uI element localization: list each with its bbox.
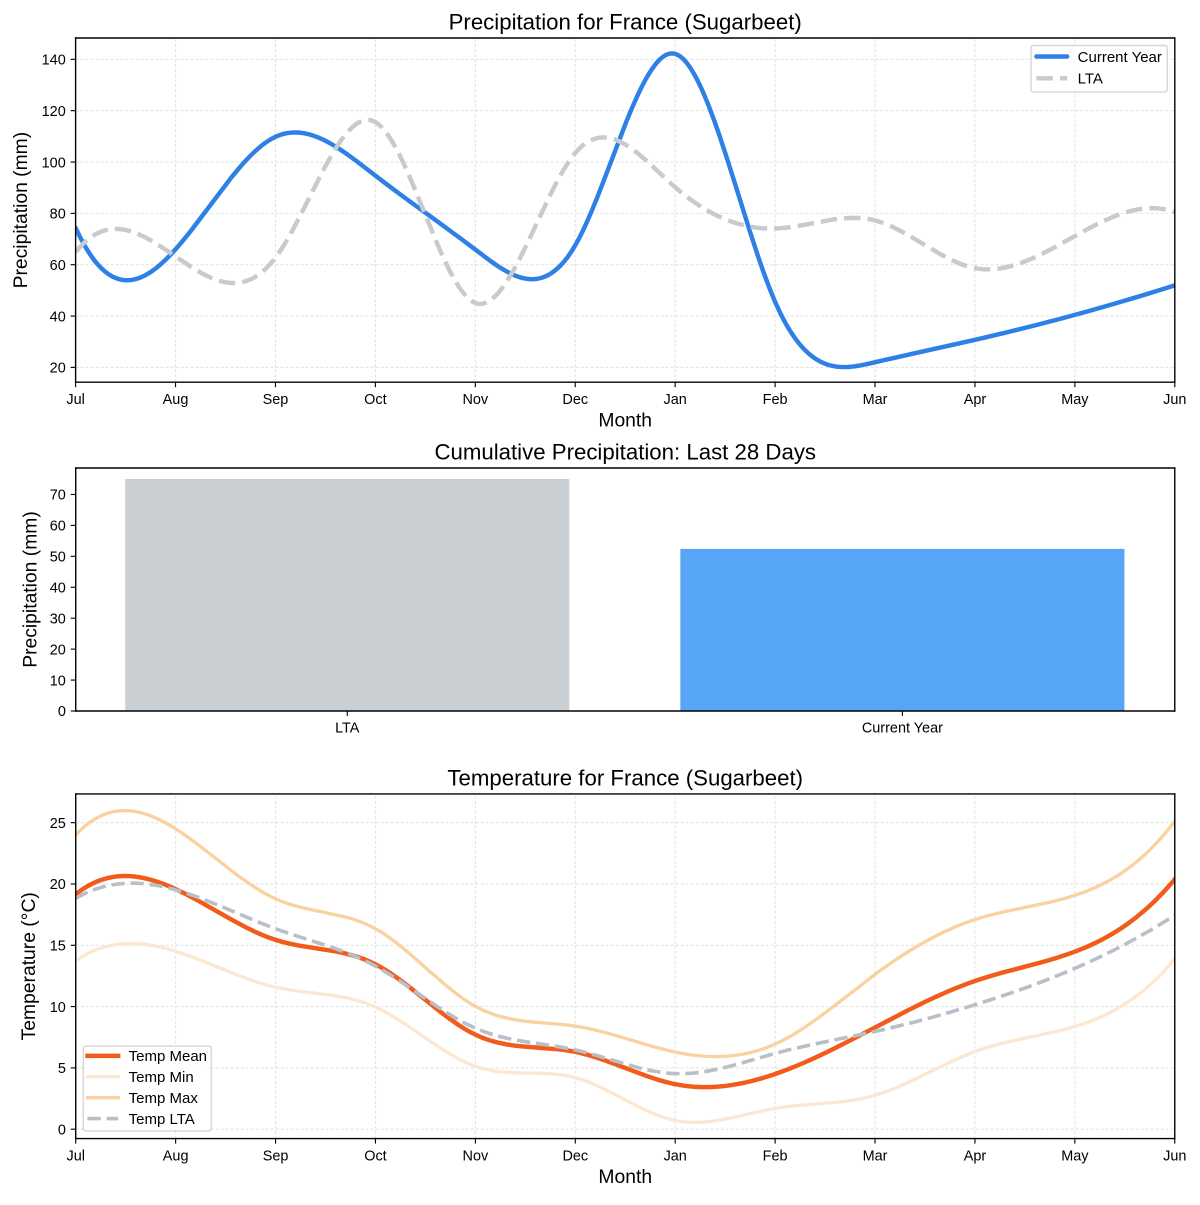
svg-text:Oct: Oct [364, 392, 386, 408]
svg-text:40: 40 [50, 581, 66, 597]
svg-text:Oct: Oct [364, 1148, 386, 1164]
svg-text:20: 20 [50, 877, 66, 893]
svg-text:0: 0 [58, 704, 66, 720]
svg-text:Jul: Jul [66, 392, 84, 408]
svg-text:Mar: Mar [863, 1148, 888, 1164]
svg-text:120: 120 [42, 104, 66, 120]
svg-text:May: May [1061, 392, 1089, 408]
svg-text:Temp Max: Temp Max [129, 1090, 199, 1107]
svg-text:Temperature (°C): Temperature (°C) [19, 892, 40, 1040]
svg-text:Nov: Nov [463, 1148, 489, 1164]
svg-text:Cumulative Precipitation: Last: Cumulative Precipitation: Last 28 Days [434, 440, 816, 465]
svg-text:Sep: Sep [263, 1148, 289, 1164]
svg-text:50: 50 [50, 550, 66, 566]
svg-text:70: 70 [50, 488, 66, 504]
svg-text:May: May [1061, 1148, 1089, 1164]
svg-text:Apr: Apr [964, 1148, 987, 1164]
svg-text:Jun: Jun [1163, 1148, 1186, 1164]
svg-text:Sep: Sep [263, 392, 289, 408]
svg-text:40: 40 [50, 309, 66, 325]
svg-text:100: 100 [42, 155, 66, 171]
svg-text:20: 20 [50, 361, 66, 377]
svg-text:Precipitation (mm): Precipitation (mm) [20, 511, 41, 668]
svg-text:Precipitation for France (Suga: Precipitation for France (Sugarbeet) [449, 10, 802, 35]
svg-text:Apr: Apr [964, 392, 987, 408]
svg-text:10: 10 [50, 1000, 66, 1016]
svg-text:140: 140 [42, 53, 66, 69]
svg-text:LTA: LTA [335, 721, 360, 737]
svg-text:80: 80 [50, 207, 66, 223]
svg-text:Month: Month [598, 410, 652, 431]
svg-text:30: 30 [50, 611, 66, 627]
svg-text:10: 10 [50, 673, 66, 689]
svg-text:Temp Min: Temp Min [129, 1069, 194, 1086]
svg-text:Nov: Nov [462, 392, 488, 408]
svg-text:Temp Mean: Temp Mean [129, 1048, 207, 1065]
svg-text:Feb: Feb [763, 392, 788, 408]
svg-text:Current Year: Current Year [862, 721, 943, 737]
svg-text:Temp LTA: Temp LTA [129, 1111, 195, 1128]
svg-text:Current Year: Current Year [1078, 49, 1162, 66]
svg-text:Aug: Aug [163, 392, 189, 408]
svg-text:Aug: Aug [163, 1148, 189, 1164]
svg-text:LTA: LTA [1078, 71, 1103, 88]
svg-text:60: 60 [50, 258, 66, 274]
svg-text:15: 15 [50, 939, 66, 955]
svg-text:20: 20 [50, 642, 66, 658]
svg-text:0: 0 [58, 1122, 66, 1138]
svg-text:Temperature for France (Sugarb: Temperature for France (Sugarbeet) [447, 766, 803, 791]
svg-text:5: 5 [58, 1061, 66, 1077]
svg-text:Dec: Dec [562, 392, 588, 408]
svg-text:Jul: Jul [66, 1148, 84, 1164]
svg-text:Precipitation (mm): Precipitation (mm) [11, 132, 32, 289]
svg-text:25: 25 [50, 816, 66, 832]
svg-text:Jan: Jan [664, 392, 687, 408]
svg-text:60: 60 [50, 519, 66, 535]
svg-text:Jan: Jan [664, 1148, 687, 1164]
svg-text:Jun: Jun [1163, 392, 1186, 408]
svg-text:Feb: Feb [763, 1148, 788, 1164]
svg-text:Mar: Mar [863, 392, 888, 408]
svg-text:Dec: Dec [562, 1148, 588, 1164]
svg-text:Month: Month [598, 1167, 652, 1188]
